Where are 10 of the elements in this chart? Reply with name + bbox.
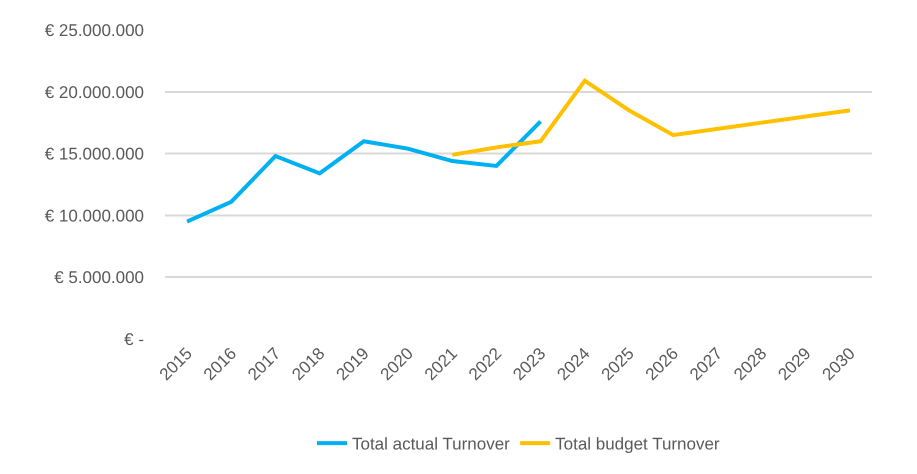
- y-tick-label: € 5.000.000: [54, 268, 144, 288]
- line-series: [185, 119, 543, 224]
- y-tick-label: € 25.000.000: [44, 20, 144, 40]
- legend-label: Total budget Turnover: [555, 434, 720, 454]
- line-series: [450, 78, 852, 157]
- y-tick-label: € 15.000.000: [44, 144, 144, 164]
- legend-label: Total actual Turnover: [352, 434, 510, 454]
- y-tick-label: € -: [124, 330, 144, 349]
- y-tick-label: € 10.000.000: [44, 206, 144, 226]
- y-tick-label: € 20.000.000: [44, 82, 144, 102]
